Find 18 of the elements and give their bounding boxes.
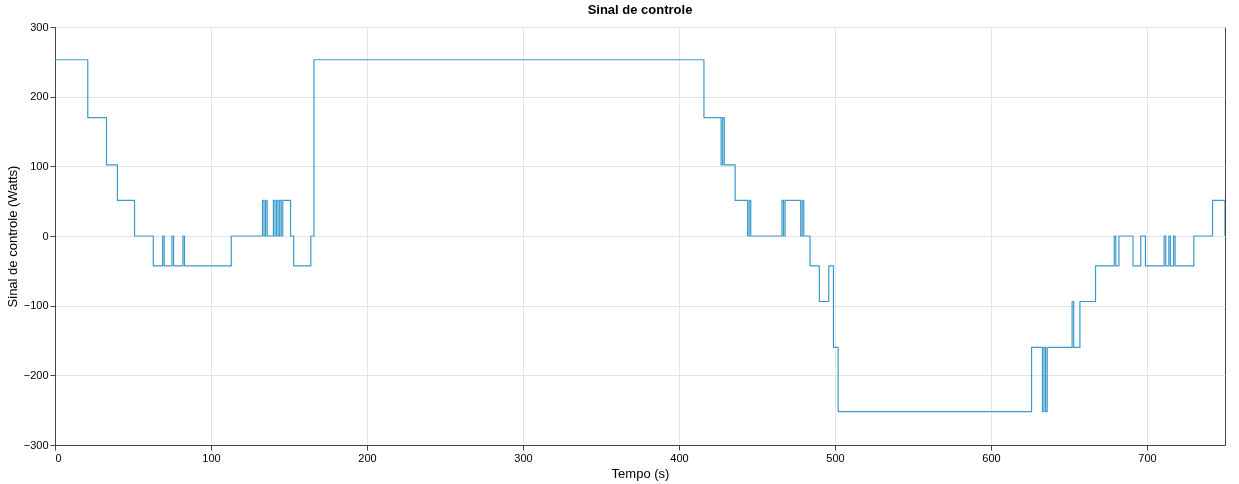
x-tick-label: 600 xyxy=(982,451,1001,464)
y-tick-label: 0 xyxy=(42,229,49,242)
y-tick-label: 100 xyxy=(30,159,49,172)
x-tick-label: 300 xyxy=(514,451,533,464)
y-tick-label: −100 xyxy=(23,299,49,312)
x-tick-label: 700 xyxy=(1138,451,1157,464)
x-tick-label: 400 xyxy=(670,451,689,464)
chart-title: Sinal de controle xyxy=(587,2,693,17)
x-tick-label: 0 xyxy=(55,451,62,464)
x-tick-label: 100 xyxy=(202,451,221,464)
x-tick-label: 200 xyxy=(358,451,377,464)
x-axis-title: Tempo (s) xyxy=(611,465,670,481)
y-axis-title: Sinal de controle (Watts) xyxy=(4,165,20,308)
y-tick-label: −200 xyxy=(23,368,49,381)
y-tick-label: 200 xyxy=(30,90,49,103)
y-tick-label: −300 xyxy=(23,438,49,451)
y-tick-label: 300 xyxy=(30,20,49,33)
x-tick-label: 500 xyxy=(826,451,845,464)
